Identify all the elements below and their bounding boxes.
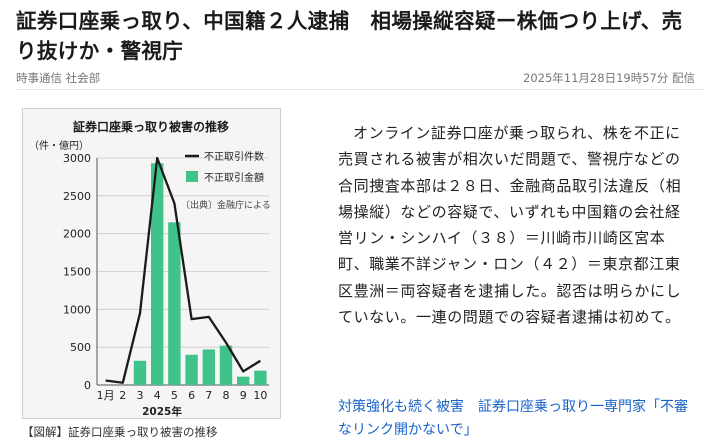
chart-plot-area: 0 500 1000 1500 2000 2500 3000 1月 2 3 4 5 6 7 8 9 10 xyxy=(63,152,269,402)
chart-y-tick-label: 2000 xyxy=(63,228,91,241)
chart-x-tick-label: 8 xyxy=(223,389,230,402)
legend-bar-swatch xyxy=(186,171,198,182)
chart-bar xyxy=(185,354,198,385)
article-headline: 証券口座乗っ取り、中国籍２人逮捕 相場操縦容疑ー株価つり上げ、売り抜けか・警視庁 xyxy=(16,9,683,63)
chart-bar xyxy=(237,376,250,385)
chart-bar xyxy=(168,222,181,385)
chart-x-tick-label: 10 xyxy=(253,389,267,402)
chart-y-tick-label: 0 xyxy=(84,379,91,392)
article-body: オンライン証券口座が乗っ取られ、株を不正に売買される被害が相次いだ問題で、警視庁… xyxy=(338,124,682,327)
article-source: 時事通信 社会部 xyxy=(16,71,101,85)
chart-bar xyxy=(219,345,233,385)
chart-y-tick-label: 1000 xyxy=(63,303,91,316)
chart-x-tick-label: 7 xyxy=(205,389,212,402)
chart-x-tick-label: 3 xyxy=(137,389,144,402)
header-divider xyxy=(16,89,703,90)
related-article-link[interactable]: 対策強化も続く被害 証券口座乗っ取り一専門家「不審なリンク開かないで」 xyxy=(338,399,688,438)
chart-x-label: 2025年 xyxy=(142,405,182,418)
chart-y-label: （件・億円） xyxy=(29,139,89,152)
chart-y-tick-label: 500 xyxy=(70,341,91,354)
chart-title: 証券口座乗っ取り被害の推移 xyxy=(73,119,229,134)
figure-caption: 【図解】証券口座乗っ取り被害の推移 xyxy=(22,425,218,439)
chart-x-tick-label: 5 xyxy=(171,389,178,402)
chart-bar xyxy=(133,360,147,385)
legend-bar-label: 不正取引金額 xyxy=(204,171,264,184)
chart-bar xyxy=(202,349,215,385)
chart-x-tick-label: 9 xyxy=(240,389,247,402)
chart-x-tick-label: 6 xyxy=(188,389,195,402)
chart-y-tick-label: 1500 xyxy=(63,266,91,279)
chart-svg: 証券口座乗っ取り被害の推移 （件・億円） 0500100015002000250… xyxy=(29,119,271,418)
chart-series-line xyxy=(105,156,262,384)
chart-bar xyxy=(254,370,267,385)
chart-figure[interactable]: 証券口座乗っ取り被害の推移 （件・億円） 0 500 1000 1500 2000 250… xyxy=(22,108,281,419)
chart-x-tick-label: 2 xyxy=(119,389,126,402)
chart-y-tick-label: 2500 xyxy=(63,190,91,203)
chart-x-tick-label: 1月 xyxy=(97,389,115,402)
article-datetime: 2025年11月28日19時57分 配信 xyxy=(523,71,695,85)
chart-x-tick-label: 4 xyxy=(154,389,161,402)
chart-bar xyxy=(151,163,164,385)
chart-source-note: 〔出典〕金融庁による xyxy=(181,199,271,211)
chart-y-tick-label: 3000 xyxy=(63,152,91,165)
legend-line-label: 不正取引件数 xyxy=(204,150,264,163)
